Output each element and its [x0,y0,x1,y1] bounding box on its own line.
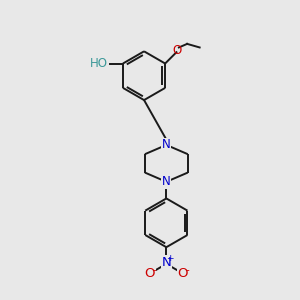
Text: -: - [186,265,189,275]
Text: HO: HO [90,57,108,70]
Text: N: N [162,138,171,152]
Text: N: N [161,256,171,269]
Text: O: O [172,44,182,57]
Text: N: N [162,175,171,188]
Text: O: O [177,267,188,280]
Text: +: + [167,254,174,263]
Text: O: O [145,267,155,280]
Text: -: - [153,265,157,275]
